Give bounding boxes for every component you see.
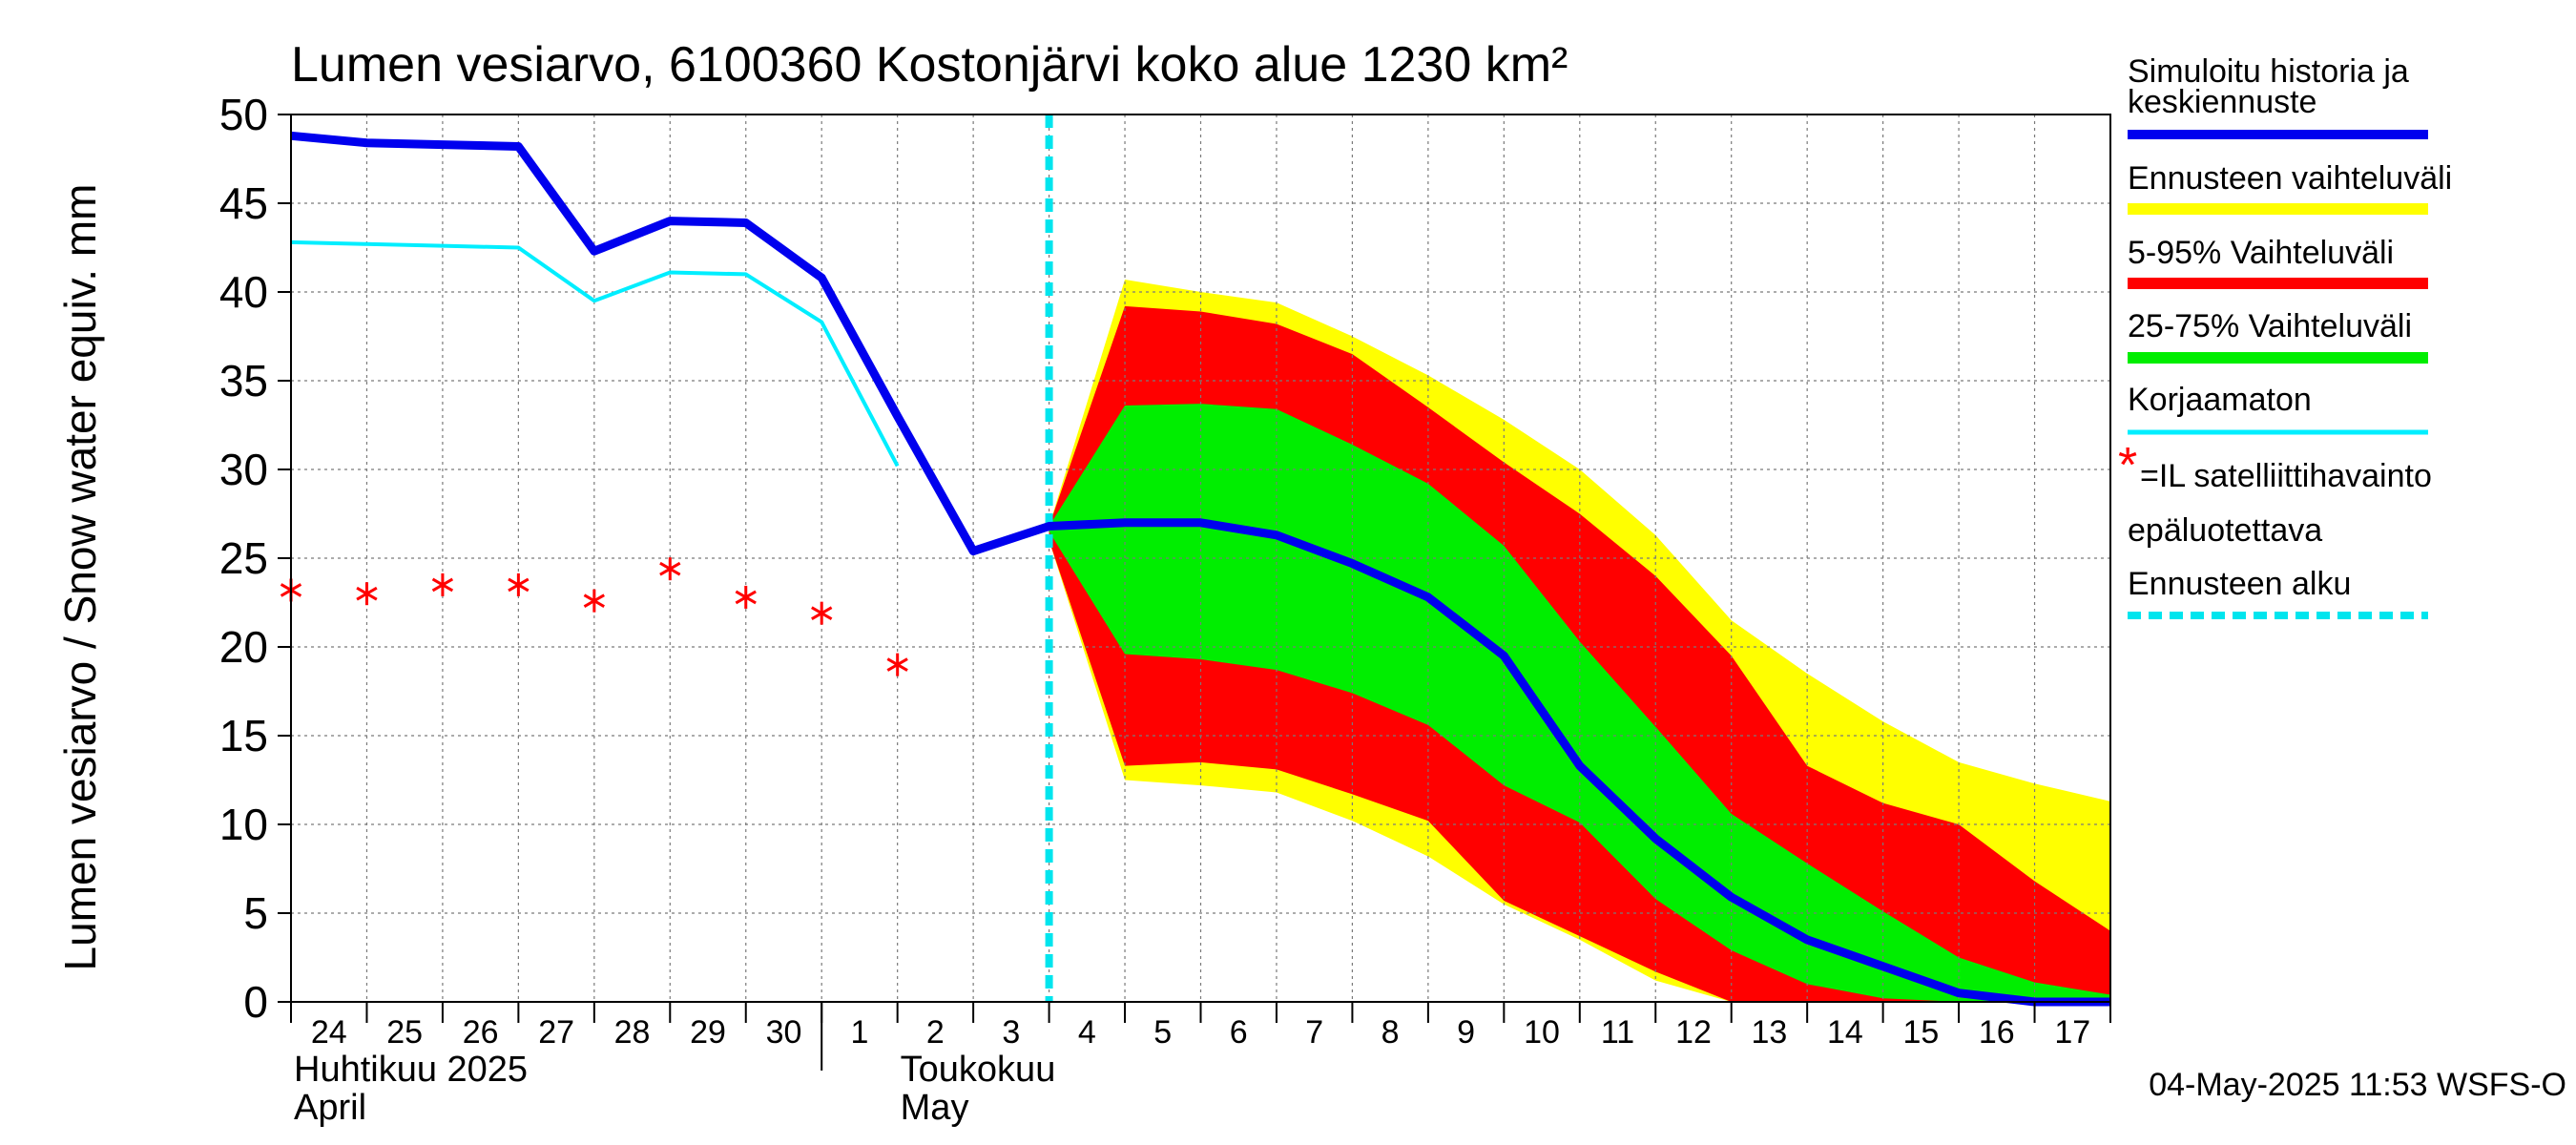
obs-point-8 [886,653,908,677]
grid-layer [291,114,2110,1002]
x-tick-label-3: 3 [1002,1014,1020,1051]
bands-layer [1049,279,2110,1003]
x-tick-label-14: 14 [1827,1014,1863,1051]
y-tick-label-30: 30 [219,445,268,494]
footer-timestamp: 04-May-2025 11:53 WSFS-O [2149,1067,2566,1103]
y-tick-label-50: 50 [219,90,268,139]
x-tick-label-5: 5 [1153,1014,1172,1051]
x-tick-label-30: 30 [766,1014,802,1051]
y-tick-label-10: 10 [219,800,268,849]
legend-range-label: Ennusteen vaihteluväli [2128,160,2452,197]
y-tick-label-15: 15 [219,711,268,760]
obs-point-stroke [431,577,454,593]
x-tick-label-15: 15 [1902,1014,1939,1051]
legend-obs-marker: * [2118,438,2137,493]
legend-sim-label: Simuloitu historia ja [2128,53,2409,90]
legend-uncorrected-label: Korjaamaton [2128,382,2312,418]
x-tick-label-28: 28 [614,1014,651,1051]
x-tick-label-9: 9 [1457,1014,1475,1051]
x-tick-label-4: 4 [1078,1014,1096,1051]
lines-layer [280,114,2110,1007]
x-tick-label-17: 17 [2054,1014,2090,1051]
x-tick-label-26: 26 [463,1014,499,1051]
y-tick-label-45: 45 [219,178,268,228]
obs-point-5 [659,557,681,581]
legend-forecast-start-label: Ennusteen alku [2128,566,2351,602]
x-tick-label-25: 25 [386,1014,423,1051]
legend-sim-label-line2: keskiennuste [2128,84,2316,120]
legend-p595-label: 5-95% Vaihteluväli [2128,235,2394,271]
x-tick-label-10: 10 [1524,1014,1560,1051]
y-axis-label: Lumen vesiarvo / Snow water equiv. mm [55,184,105,971]
month-label-1: Toukokuu [901,1050,1056,1090]
series-line-sim [290,131,2110,1007]
obs-point-stroke [886,657,908,672]
month-label-en-1: May [901,1088,969,1128]
y-tick-label-20: 20 [219,622,268,672]
x-tick-label-1: 1 [850,1014,868,1051]
x-tick-label-24: 24 [311,1014,347,1051]
x-tick-label-27: 27 [538,1014,574,1051]
y-tick-label-40: 40 [219,267,268,317]
x-tick-label-6: 6 [1230,1014,1248,1051]
obs-point-1 [356,582,378,606]
y-tick-label-5: 5 [243,888,268,938]
legend-p2575-label: 25-75% Vaihteluväli [2128,308,2412,344]
month-label-en-0: April [294,1088,366,1128]
x-tick-label-13: 13 [1752,1014,1788,1051]
y-tick-label-25: 25 [219,533,268,583]
x-tick-label-2: 2 [926,1014,945,1051]
obs-point-stroke [583,593,605,608]
obs-point-stroke [356,586,378,601]
legend-obs-label: =IL satelliittihavainto [2140,458,2432,494]
y-tick-label-0: 0 [243,977,268,1027]
obs-point-7 [811,601,833,625]
obs-point-stroke [659,561,681,576]
obs-point-stroke [735,590,757,605]
obs-point-stroke [508,577,530,593]
x-tick-label-12: 12 [1675,1014,1712,1051]
x-tick-label-7: 7 [1305,1014,1323,1051]
obs-point-4 [583,589,605,613]
series-line-uncorrected [290,239,900,468]
obs-point-stroke [811,606,833,620]
month-label-0: Huhtikuu 2025 [294,1050,528,1090]
legend-obs-label-line2: epäluotettava [2128,512,2322,549]
obs-point-2 [431,572,454,596]
obs-point-3 [508,572,530,596]
legend: Simuloitu historia ja keskiennuste Ennus… [2118,53,2452,619]
x-tick-label-8: 8 [1381,1014,1400,1051]
x-tick-label-29: 29 [690,1014,726,1051]
x-tick-label-16: 16 [1979,1014,2015,1051]
y-tick-label-35: 35 [219,356,268,406]
chart-title: Lumen vesiarvo, 6100360 Kostonjärvi koko… [291,37,1568,93]
obs-point-6 [735,585,757,609]
x-tick-label-11: 11 [1601,1014,1634,1051]
